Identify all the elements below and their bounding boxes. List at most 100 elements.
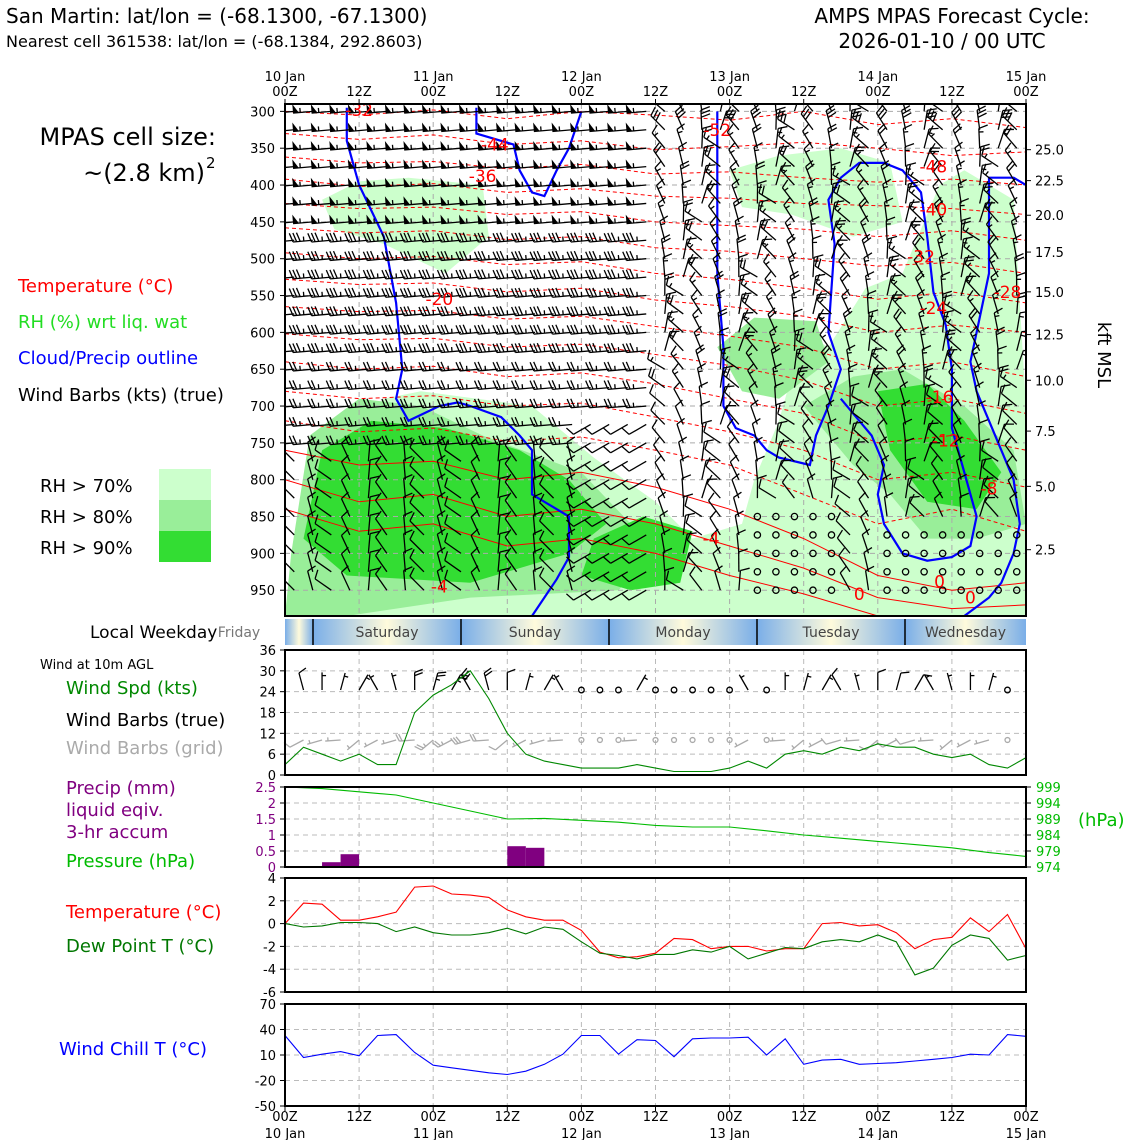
upper-wind-barb [366, 123, 387, 132]
upper-wind-barb [650, 384, 665, 406]
barb-halfflag [766, 262, 770, 265]
grid-wind-barb [770, 737, 785, 741]
upper-wind-barb [496, 159, 517, 168]
barb-flag [519, 270, 523, 279]
barb-flag [932, 95, 935, 104]
upper-wind-barb [515, 104, 536, 113]
barb-pennant [515, 104, 522, 113]
barb-pennant [403, 123, 410, 132]
barb-halfflag [993, 676, 997, 677]
barb-pennant [403, 104, 410, 113]
pressure-tick-label: 850 [250, 511, 275, 526]
kft-tick-label: 20.0 [1035, 209, 1064, 224]
barb-staff [629, 443, 646, 453]
barb-pennant [589, 215, 596, 224]
upper-wind-barb [385, 141, 406, 150]
nearest-cell-text: Nearest cell 361538: lat/lon = (-68.1384… [6, 32, 422, 51]
grid-wind-barb [895, 738, 915, 744]
grid-wind-barb [616, 738, 621, 743]
legend-rh90-label: RH > 90% [40, 538, 133, 559]
barb-staff [975, 92, 979, 111]
barb-flag [611, 233, 615, 242]
top-axis-time: 12Z [939, 85, 965, 100]
barb-flag [672, 364, 678, 371]
barb-flag [352, 270, 356, 279]
barb-pennant [496, 196, 503, 205]
barb-flag [389, 343, 393, 352]
barb-flag [701, 114, 710, 117]
upper-wind-barb [607, 141, 628, 150]
precip-bar [341, 854, 360, 867]
barb-flag [371, 306, 375, 315]
barb-staff [280, 447, 294, 461]
upper-wind-barb [422, 123, 443, 132]
barb-flag [603, 446, 610, 452]
barb-halfflag [1010, 187, 1014, 189]
barb-flag [979, 125, 988, 128]
barb-pennant [311, 104, 318, 113]
barb-flag [1020, 311, 1029, 312]
barb-flag [593, 270, 597, 279]
upper-wind-barb [533, 196, 554, 205]
upper-wind-barb [515, 141, 536, 150]
barb-flag [670, 295, 673, 304]
barb-flag [500, 233, 504, 242]
barb-flag [556, 343, 560, 352]
barb-pennant [348, 123, 355, 132]
barb-flag [271, 344, 275, 353]
barb-flag [816, 274, 825, 276]
pressure-ytick-label: 974 [1036, 861, 1061, 876]
barb-flag [622, 465, 629, 471]
barb-pennant [366, 123, 373, 132]
upper-wind-barb [741, 275, 757, 296]
upper-wind-barb [667, 293, 683, 314]
barb-flag [703, 420, 712, 423]
barb-flag [761, 220, 770, 221]
barb-staff [979, 423, 980, 443]
kft-tick-label: 5.0 [1035, 480, 1056, 495]
barb-staff [574, 424, 591, 434]
barb-flag [708, 148, 711, 157]
bottom-axis-time: 00Z [865, 1110, 891, 1125]
calm-circle [672, 738, 677, 743]
barb-pennant [626, 104, 633, 113]
barb-flag [910, 496, 919, 497]
barb-flag [850, 89, 859, 92]
barb-flag [630, 306, 634, 315]
barb-halfflag [556, 676, 559, 678]
barb-flag [585, 428, 592, 434]
barb-flag [821, 738, 826, 744]
grid-wind-barb [622, 737, 637, 741]
barb-pennant [440, 159, 447, 168]
barb-pennant [607, 196, 614, 205]
wind-ytick-label: 12 [259, 727, 276, 742]
grid-wind-barb [381, 740, 396, 744]
barb-staff [989, 673, 994, 690]
barb-flag [794, 309, 803, 312]
barb-flag [500, 306, 504, 315]
barb-pennant [589, 123, 596, 132]
upper-wind-barb [549, 417, 572, 426]
upper-wind-barb [670, 328, 684, 351]
barb-staff [629, 424, 646, 434]
barb-pennant [515, 141, 522, 150]
barb-staff [611, 443, 628, 453]
temperature-label: -8 [980, 480, 997, 500]
barb-flag [704, 423, 706, 432]
top-axis-date: 12 Jan [561, 70, 602, 85]
barb-pennant [292, 141, 299, 150]
barb-flag [296, 233, 300, 242]
precip-bar [526, 848, 545, 867]
barb-flag [852, 108, 861, 110]
barb-staff [651, 410, 665, 424]
barb-halfflag [807, 676, 811, 677]
barb-flag [630, 270, 634, 279]
upper-wind-barb [702, 479, 717, 498]
upper-wind-barb [570, 123, 591, 132]
barb-flag [700, 91, 709, 95]
barb-halfflag [866, 279, 870, 280]
barb-flag [706, 457, 710, 466]
barb-staff [526, 673, 531, 690]
surface-wind-barb [989, 673, 997, 690]
